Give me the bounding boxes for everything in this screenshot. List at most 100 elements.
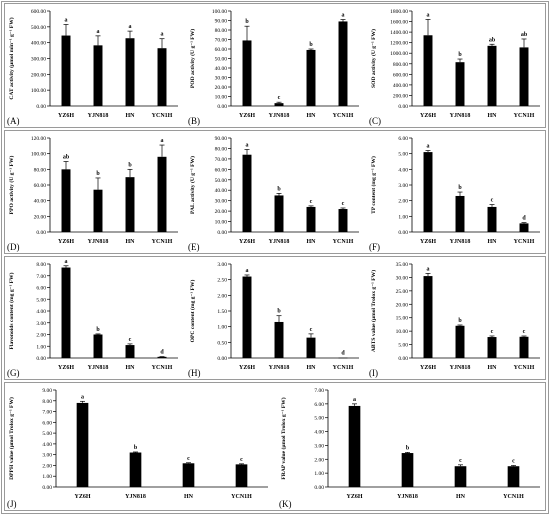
y-tick-label: 400.00 xyxy=(31,41,46,47)
significance-letter: c xyxy=(278,95,281,101)
y-axis-label: Flavonoids content (mg g⁻¹ FW) xyxy=(8,272,15,349)
bar-YCN1H xyxy=(519,47,529,106)
significance-letter: ab xyxy=(489,37,496,43)
y-tick-label: 500.00 xyxy=(31,25,46,31)
significance-letter: b xyxy=(406,445,410,451)
bar-HN xyxy=(487,206,497,232)
significance-letter: a xyxy=(65,17,68,23)
x-tick-label: YCN1H xyxy=(503,494,524,500)
x-tick-label: YZ6H xyxy=(239,239,255,245)
bar-YZ6H xyxy=(242,154,252,232)
bar-YJN818 xyxy=(274,195,284,232)
significance-letter: c xyxy=(523,329,526,335)
y-tick-label: 100.00 xyxy=(212,9,227,15)
x-tick-label: YZ6H xyxy=(58,365,74,371)
y-tick-label: 3.00 xyxy=(217,262,227,268)
chart-svg-D: 0.00 20.00 40.00 60.00 80.00 100.00 120.00 PPO … xyxy=(7,136,178,252)
y-tick-label: 1.00 xyxy=(217,325,227,331)
y-tick-label: 200.00 xyxy=(31,72,46,78)
significance-letter: a xyxy=(246,142,249,148)
bar-HN xyxy=(306,206,316,232)
y-tick-label: 50.00 xyxy=(215,178,228,184)
y-tick-label: 1.00 xyxy=(36,344,46,350)
bar-YCN1H xyxy=(157,48,167,106)
y-tick-label: 4.00 xyxy=(42,442,52,448)
chart-svg-E: 0.00 10.00 20.00 30.00 40.00 50.00 60.00 70.00 8… xyxy=(188,136,359,252)
panel-B: 0.00 10.00 20.00 30.00 40.00 50.00 60.00 70.00 8… xyxy=(185,3,365,128)
bar-YZ6H xyxy=(61,267,71,358)
y-axis-label: PPO activity (U g⁻¹ FW) xyxy=(8,156,15,215)
x-tick-label: HN xyxy=(488,239,498,245)
y-tick-label: 1.00 xyxy=(42,474,52,480)
y-tick-label: 7.00 xyxy=(314,388,324,394)
y-tick-label: 2.00 xyxy=(398,199,408,205)
x-tick-label: YJN818 xyxy=(88,239,109,245)
significance-letter: c xyxy=(512,459,515,465)
y-tick-label: 200.00 xyxy=(393,93,408,99)
chart-svg-B: 0.00 10.00 20.00 30.00 40.00 50.00 60.00 70.00 8… xyxy=(188,9,359,126)
y-tick-label: 80.00 xyxy=(34,167,47,173)
y-tick-label: 0.00 xyxy=(36,104,46,110)
y-tick-label: 6.00 xyxy=(42,420,52,426)
x-tick-label: HN xyxy=(126,113,136,119)
significance-letter: a xyxy=(161,138,164,144)
bar-HN xyxy=(487,337,497,358)
bar-HN xyxy=(306,337,316,358)
y-tick-label: 1200.00 xyxy=(390,41,408,47)
y-tick-label: 30.00 xyxy=(215,199,228,205)
significance-letter: b xyxy=(458,185,462,191)
bar-HN xyxy=(125,177,135,232)
significance-letter: c xyxy=(342,201,345,207)
y-tick-label: 0.00 xyxy=(398,230,408,236)
y-tick-label: 90.00 xyxy=(215,136,228,142)
bar-YCN1H xyxy=(235,464,248,487)
significance-letter: c xyxy=(459,458,462,464)
x-tick-label: HN xyxy=(456,494,466,500)
y-tick-label: 600.00 xyxy=(31,9,46,15)
y-tick-label: 3.00 xyxy=(36,321,46,327)
panel-H: 0.00 0.50 1.00 1.50 2.00 2.50 3.00 OPC content … xyxy=(185,256,365,380)
y-tick-label: 40.00 xyxy=(215,66,228,72)
bar-YCN1H xyxy=(157,356,167,358)
bar-YJN818 xyxy=(401,453,414,487)
significance-letter: b xyxy=(96,327,100,333)
x-tick-label: YJN818 xyxy=(125,494,146,500)
y-tick-label: 4.00 xyxy=(36,309,46,315)
y-tick-label: 300.00 xyxy=(31,57,46,63)
y-tick-label: 80.00 xyxy=(215,146,228,152)
y-tick-label: 1000.00 xyxy=(390,51,408,57)
y-tick-label: 60.00 xyxy=(34,183,47,189)
bar-HN xyxy=(454,466,467,487)
y-tick-label: 20.00 xyxy=(215,209,228,215)
x-tick-label: YCN1H xyxy=(333,365,354,371)
panel-label: (A) xyxy=(7,116,20,126)
y-axis-label: PAL activity (U g⁻¹ FW) xyxy=(189,156,196,214)
significance-letter: ab xyxy=(63,155,70,161)
y-tick-label: 0.00 xyxy=(217,356,227,362)
bar-YJN818 xyxy=(455,62,465,106)
panel-label: (K) xyxy=(279,499,292,509)
bar-YCN1H xyxy=(338,21,348,107)
significance-letter: c xyxy=(240,457,243,463)
chart-svg-K: 0.00 1.00 2.00 3.00 4.00 5.00 6.00 7.00 FRAP val… xyxy=(279,388,540,509)
bar-YZ6H xyxy=(423,152,433,232)
x-tick-label: YJN818 xyxy=(450,239,471,245)
y-tick-label: 90.00 xyxy=(215,19,228,25)
y-tick-label: 0.00 xyxy=(217,230,227,236)
y-tick-label: 6.00 xyxy=(398,136,408,142)
y-tick-label: 25.00 xyxy=(396,289,409,295)
x-tick-label: YZ6H xyxy=(420,239,436,245)
x-tick-label: YJN818 xyxy=(269,239,290,245)
y-tick-label: 5.00 xyxy=(42,431,52,437)
x-tick-label: YCN1H xyxy=(231,494,252,500)
x-tick-label: HN xyxy=(488,365,498,371)
significance-letter: d xyxy=(160,350,164,356)
panel-label: (B) xyxy=(188,116,200,126)
x-tick-label: YJN818 xyxy=(269,365,290,371)
y-tick-label: 10.00 xyxy=(396,329,409,335)
y-tick-label: 70.00 xyxy=(215,157,228,163)
bar-HN xyxy=(125,345,135,358)
bar-YZ6H xyxy=(423,276,433,358)
bar-YZ6H xyxy=(76,402,89,487)
significance-letter: a xyxy=(427,12,430,18)
